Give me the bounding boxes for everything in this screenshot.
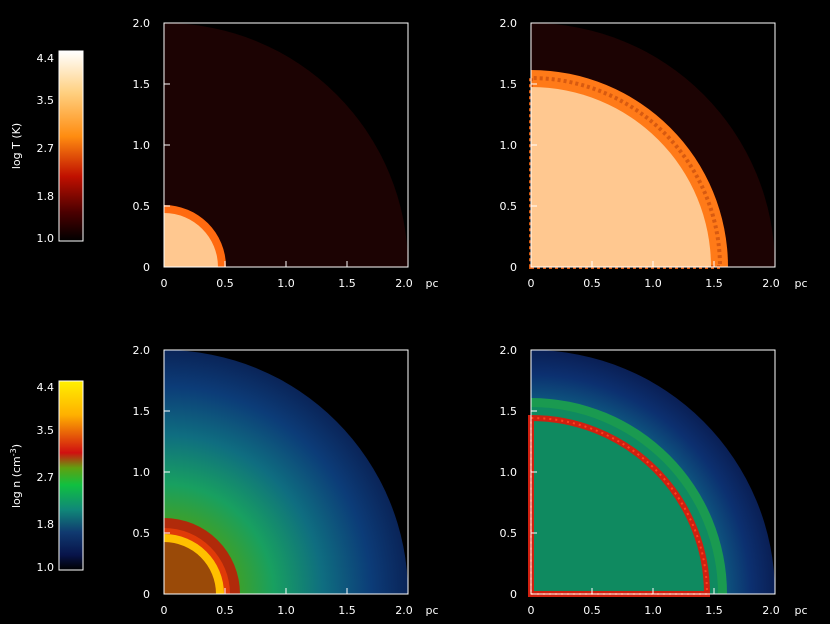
x-tick-label: 0.5: [216, 604, 234, 617]
y-tick-label: 0.5: [133, 200, 151, 213]
x-axis-unit: pc: [794, 277, 807, 290]
y-tick-label: 2.0: [133, 344, 151, 357]
y-tick-label: 1.0: [133, 139, 151, 152]
colorbar-temperature-gradient: [58, 50, 84, 242]
panel-density-early-interior: [164, 542, 216, 594]
colorbar-density-tick: 3.5: [37, 424, 55, 437]
colorbar-temperature-label: log T (K): [10, 123, 23, 169]
x-tick-label: 1.0: [644, 604, 662, 617]
y-tick-label: 0.5: [133, 527, 151, 540]
colorbar-temperature-tick: 4.4: [37, 52, 55, 65]
y-tick-label: 2.0: [500, 344, 518, 357]
x-tick-label: 0: [161, 277, 168, 290]
panel-temperature-early-ticks: [164, 83, 348, 267]
x-tick-label: 1.0: [277, 604, 295, 617]
colorbar-density: log n (cm-3) 4.4 3.5 2.7 1.8 1.0: [9, 380, 84, 574]
panel-temperature-late-interior: [531, 87, 711, 267]
colorbar-density-tick: 4.4: [37, 381, 55, 394]
x-tick-label: 1.5: [705, 277, 723, 290]
x-tick-label: 0: [161, 604, 168, 617]
y-tick-label: 1.5: [133, 405, 151, 418]
panel-density-late: 0 0.5 1.0 1.5 2.0 pc 0 0.5 1.0 1.5 2.0: [500, 344, 808, 617]
y-tick-label: 1.5: [133, 78, 151, 91]
panel-density-late-shell-texture: [530, 416, 709, 595]
y-tick-label: 1.0: [500, 466, 518, 479]
x-tick-label: 1.5: [705, 604, 723, 617]
colorbar-density-label: log n (cm-3): [9, 444, 23, 508]
y-tick-label: 0.5: [500, 527, 518, 540]
x-tick-label: 1.5: [338, 277, 356, 290]
panel-density-late-middle: [531, 407, 718, 594]
panel-temperature-early-ambient: [164, 23, 408, 267]
colorbar-density-tick: 1.0: [37, 561, 55, 574]
y-tick-label: 1.5: [500, 405, 518, 418]
colorbar-density-tick: 1.8: [37, 518, 55, 531]
y-tick-label: 1.5: [500, 78, 518, 91]
x-tick-label: 0: [528, 604, 535, 617]
panel-temperature-late-ticks: [531, 83, 715, 267]
panel-density-early: 0 0.5 1.0 1.5 2.0 pc 0 0.5 1.0 1.5 2.0: [133, 344, 439, 617]
panel-density-late-ticks: [531, 410, 715, 594]
x-tick-label: 2.0: [395, 604, 413, 617]
panel-density-early-field: [164, 350, 408, 594]
x-tick-label: 2.0: [395, 277, 413, 290]
x-tick-label: 2.0: [762, 277, 780, 290]
colorbar-temperature: log T (K) 4.4 3.5 2.7 1.8 1.0: [10, 50, 84, 245]
y-tick-label: 1.0: [500, 139, 518, 152]
panel-temperature-late: 0 0.5 1.0 1.5 2.0 pc 0 0.5 1.0 1.5 2.0: [500, 17, 808, 290]
colorbar-temperature-tick: 2.7: [37, 142, 55, 155]
y-tick-label: 2.0: [500, 17, 518, 30]
y-tick-label: 2.0: [133, 17, 151, 30]
x-tick-label: 0.5: [583, 277, 601, 290]
panel-temperature-late-shell-texture: [529, 75, 723, 269]
colorbar-temperature-tick: 1.0: [37, 232, 55, 245]
y-tick-label: 0: [510, 261, 517, 274]
y-tick-label: 0: [143, 588, 150, 601]
colorbar-temperature-tick: 1.8: [37, 190, 55, 203]
x-axis-unit: pc: [425, 604, 438, 617]
x-axis-unit: pc: [794, 604, 807, 617]
colorbar-temperature-tick: 3.5: [37, 94, 55, 107]
x-tick-label: 1.0: [644, 277, 662, 290]
panel-temperature-early-interior: [164, 213, 218, 267]
x-tick-label: 2.0: [762, 604, 780, 617]
colorbar-density-tick: 2.7: [37, 471, 55, 484]
x-axis-unit: pc: [425, 277, 438, 290]
y-tick-label: 0.5: [500, 200, 518, 213]
x-tick-label: 0.5: [216, 277, 234, 290]
x-tick-label: 0: [528, 277, 535, 290]
y-tick-label: 1.0: [133, 466, 151, 479]
y-tick-label: 0: [143, 261, 150, 274]
panel-temperature-early: 0 0.5 1.0 1.5 2.0 pc 0 0.5 1.0 1.5 2.0: [133, 17, 439, 290]
x-tick-label: 0.5: [583, 604, 601, 617]
y-tick-label: 0: [510, 588, 517, 601]
x-tick-label: 1.5: [338, 604, 356, 617]
panel-density-early-ticks: [164, 410, 348, 594]
x-tick-label: 1.0: [277, 277, 295, 290]
colorbar-density-gradient: [58, 380, 84, 571]
